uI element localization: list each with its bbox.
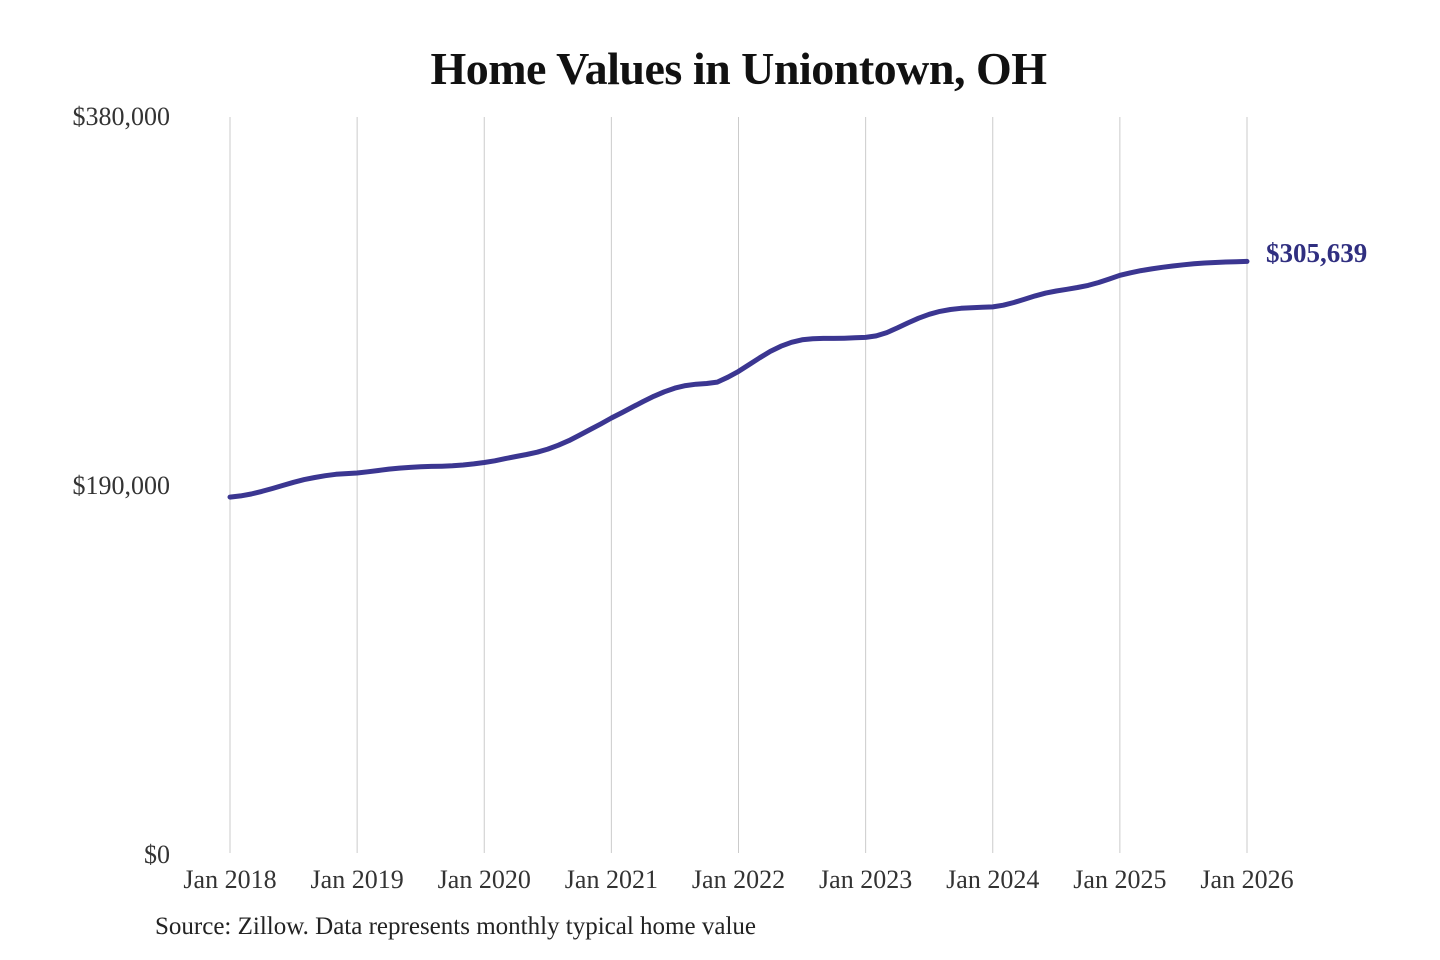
chart-title: Home Values in Uniontown, OH	[430, 43, 1047, 94]
y-tick-label-380000: $380,000	[72, 102, 171, 131]
x-tick-label-jan-2020: Jan 2020	[437, 865, 531, 894]
home-value-line	[227, 258, 1250, 500]
x-tick-label-jan-2026: Jan 2026	[1200, 865, 1294, 894]
y-tick-label-190000: $190,000	[72, 471, 171, 500]
x-tick-label-jan-2019: Jan 2019	[310, 865, 404, 894]
last-value-label: $305,639	[1266, 238, 1368, 268]
source-note: Source: Zillow. Data represents monthly …	[155, 913, 756, 940]
x-tick-label-jan-2018: Jan 2018	[183, 865, 277, 894]
y-tick-label-0: $0	[144, 840, 170, 869]
x-tick-label-jan-2024: Jan 2024	[946, 865, 1040, 894]
x-tick-label-jan-2023: Jan 2023	[819, 865, 913, 894]
x-tick-label-jan-2021: Jan 2021	[564, 865, 658, 894]
x-tick-label-jan-2025: Jan 2025	[1073, 865, 1167, 894]
x-tick-label-jan-2022: Jan 2022	[691, 865, 786, 894]
